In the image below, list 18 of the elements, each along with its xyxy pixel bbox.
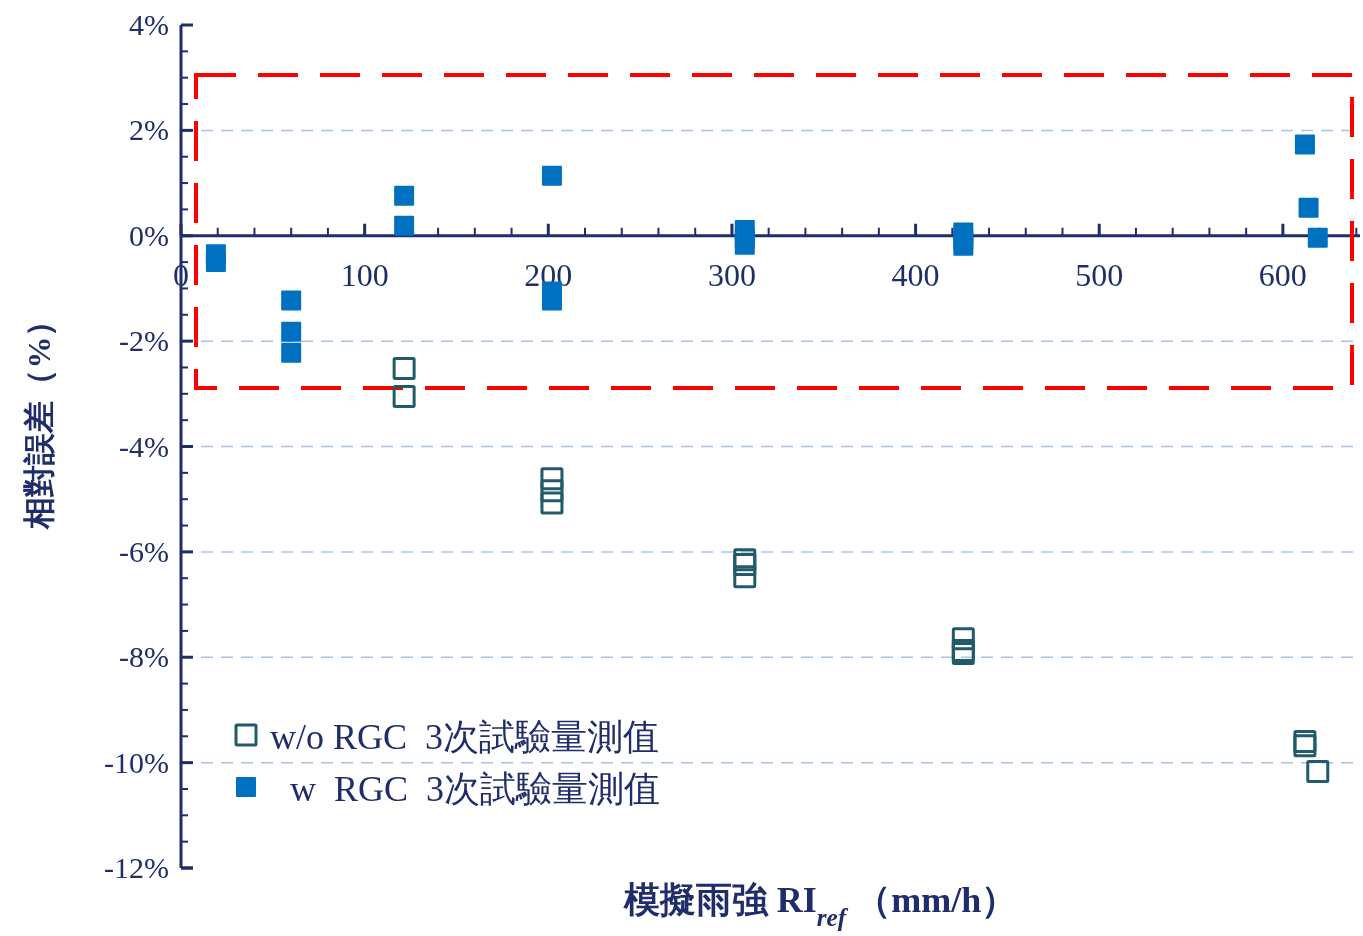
y-tick-label: -6%: [119, 534, 169, 568]
y-tick-label: 4%: [129, 8, 169, 41]
x-axis-title: 模擬雨強 RI$_{ref}$ （mm/h）: [622, 880, 1018, 931]
x-tick-label: 300: [707, 256, 756, 293]
legend-label: w RGC 3次試驗量測值: [290, 769, 661, 809]
y-axis-title: 相對誤差（%）: [21, 304, 57, 530]
x-tick-label: 400: [891, 256, 940, 293]
y-tick-label: -8%: [119, 640, 169, 674]
y-tick-label: -2%: [119, 324, 169, 358]
y-tick-label: -12%: [104, 851, 169, 884]
y-tick-label: 2%: [129, 113, 169, 147]
x-tick-label: 600: [1258, 256, 1307, 293]
x-tick-label: 100: [340, 256, 389, 293]
y-tick-label: -4%: [119, 429, 169, 463]
legend-label: w/o RGC 3次試驗量測值: [270, 717, 660, 757]
y-tick-label: -10%: [104, 745, 169, 779]
x-tick-label: 500: [1075, 256, 1124, 293]
y-tick-label: 0%: [129, 218, 169, 252]
